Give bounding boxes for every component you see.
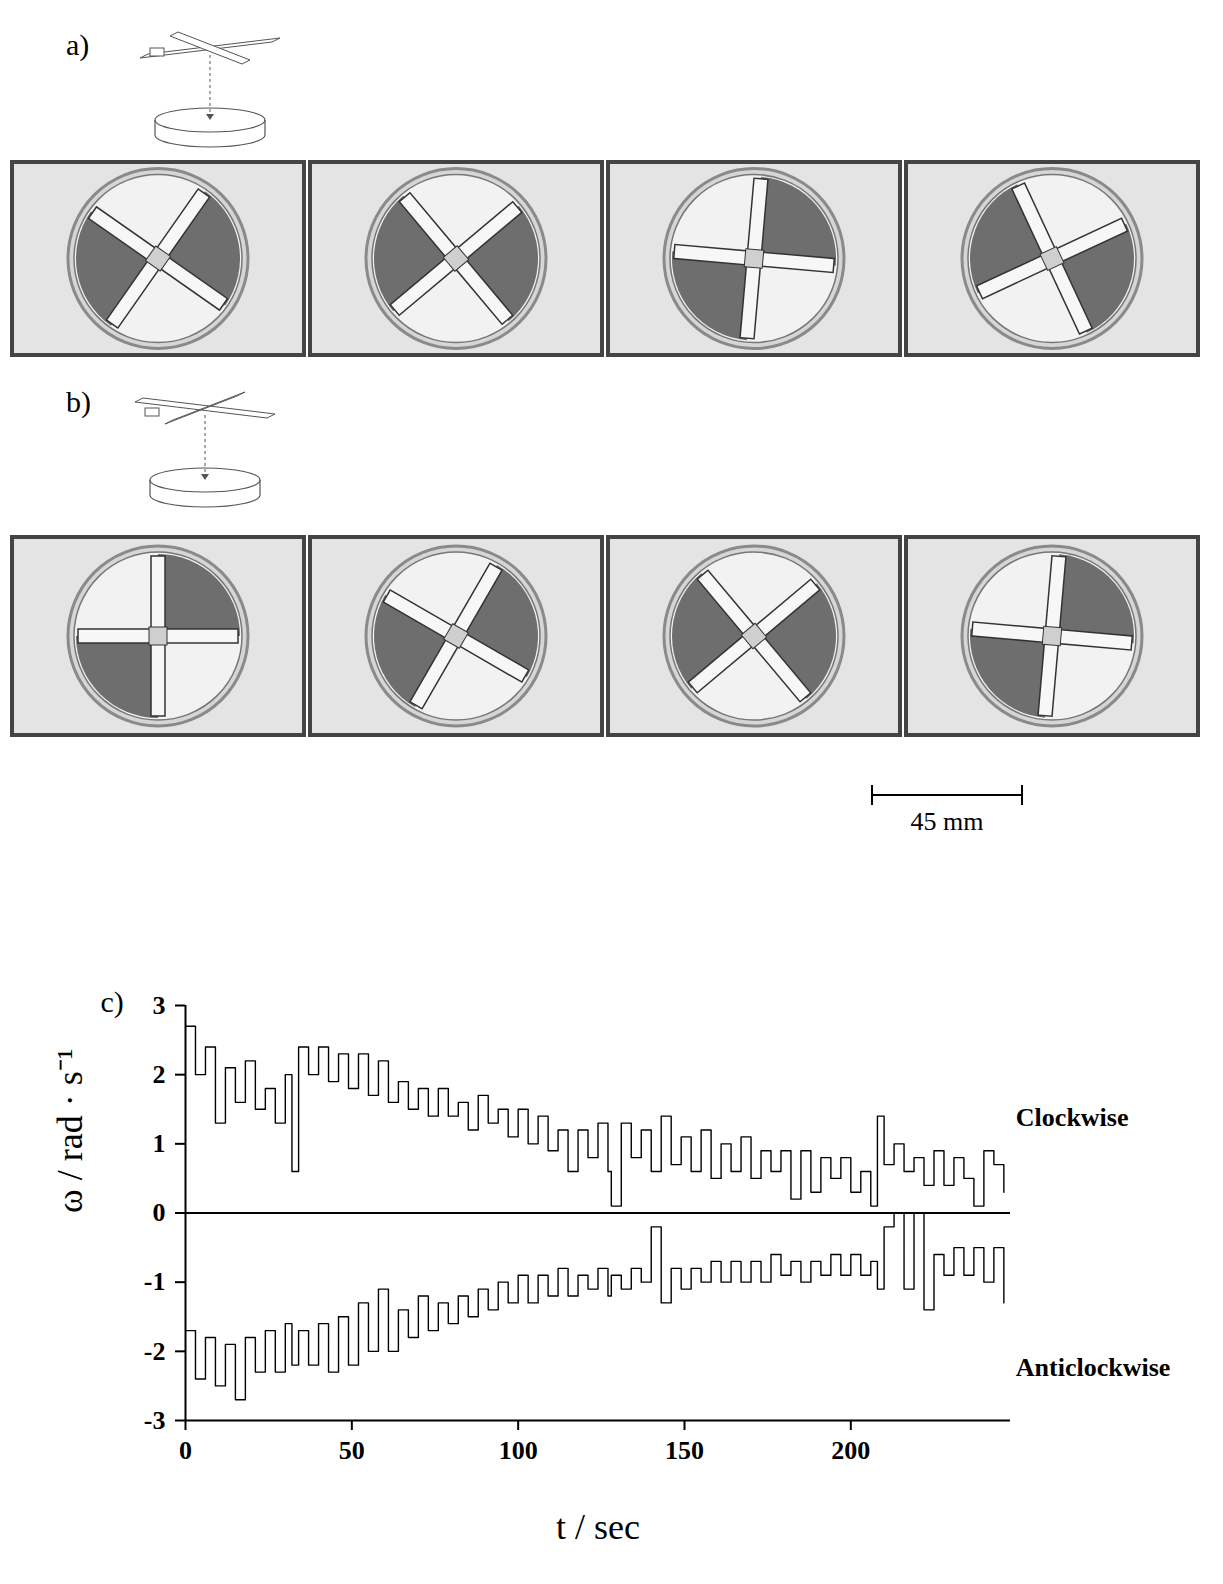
svg-text:-2: -2 <box>144 1337 166 1366</box>
svg-text:0: 0 <box>153 1198 166 1227</box>
svg-text:100: 100 <box>499 1436 538 1465</box>
svg-text:ω / rad · s⁻¹: ω / rad · s⁻¹ <box>50 1049 90 1213</box>
svg-text:3: 3 <box>153 991 166 1020</box>
svg-text:1: 1 <box>153 1129 166 1158</box>
svg-text:45 mm: 45 mm <box>911 807 984 836</box>
svg-text:0: 0 <box>179 1436 192 1465</box>
svg-text:200: 200 <box>831 1436 870 1465</box>
svg-text:-1: -1 <box>144 1267 166 1296</box>
svg-text:b): b) <box>66 385 91 419</box>
svg-text:Clockwise: Clockwise <box>1016 1103 1129 1132</box>
svg-text:-3: -3 <box>144 1406 166 1435</box>
svg-text:150: 150 <box>665 1436 704 1465</box>
svg-text:2: 2 <box>153 1060 166 1089</box>
svg-text:a): a) <box>66 28 89 62</box>
svg-text:c): c) <box>101 985 124 1019</box>
svg-text:50: 50 <box>339 1436 365 1465</box>
svg-text:t / sec: t / sec <box>556 1507 640 1547</box>
svg-text:Anticlockwise: Anticlockwise <box>1016 1353 1171 1382</box>
